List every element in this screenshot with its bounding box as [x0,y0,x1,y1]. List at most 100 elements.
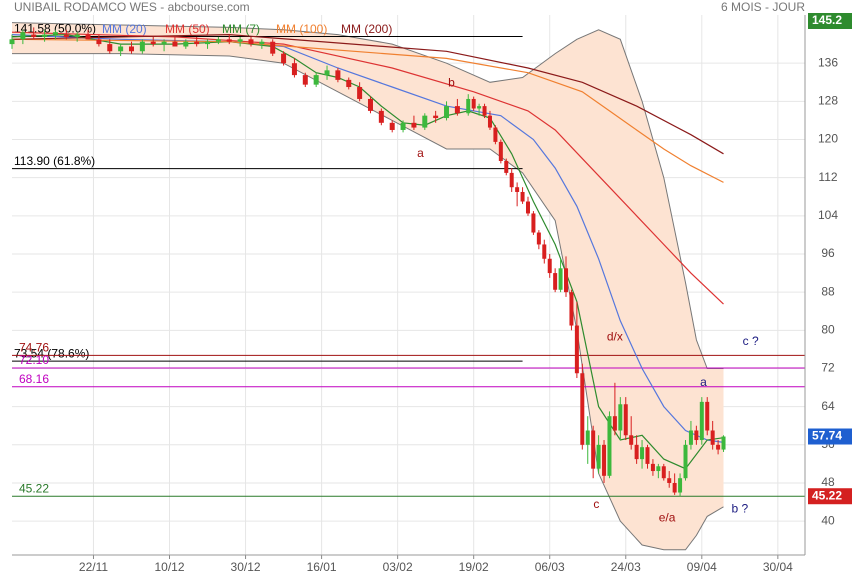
candle-body [553,273,558,290]
candle-body [42,34,48,37]
candle-body [509,172,514,188]
y-tick-label: 96 [821,246,835,260]
candle-body [378,110,384,123]
annotation: b ? [731,501,748,515]
candle-body [335,70,341,80]
level-label: 141.58 (50.0%) [14,22,96,36]
candle-body [357,87,363,99]
ma-line [11,33,724,155]
y-tick-label: 128 [818,94,838,108]
level-label: 72.10 [19,353,49,367]
level-label: 74.76 [19,340,49,354]
candle-body [602,444,607,476]
y-tick-label: 48 [821,475,835,489]
candle-body [596,444,601,469]
candle-body [74,34,80,37]
x-tick-label: 16/01 [307,560,337,574]
price-tag [808,488,852,505]
candle-body [205,41,211,45]
candle-body [520,191,525,202]
candle-body [433,115,439,119]
candle-body [52,32,58,35]
candle-body [215,39,221,42]
candle-body [661,466,666,479]
y-tick-label: 88 [821,284,835,298]
candle-body [585,430,590,445]
candle-body [667,478,672,483]
annotation: e/a [659,510,676,524]
y-tick-label: 120 [818,132,838,146]
candle-body [640,447,645,460]
y-tick-label: 136 [818,55,838,69]
x-tick-label: 24/03 [611,560,641,574]
candle-body [118,46,124,52]
annotation: a [417,146,424,160]
chart-title: UNIBAIL RODAMCO WES - abcbourse.com [14,0,250,14]
candle-body [498,141,503,161]
candle-body [237,39,243,42]
candle-body [558,268,563,290]
annotation: a [700,375,707,389]
candle-body [515,187,520,192]
candle-body [346,79,352,88]
x-tick-label: 30/04 [763,560,793,574]
level-label: 73.54 (78.6%) [14,346,89,360]
candle-body [650,463,655,472]
candle-body [482,106,487,116]
annotation: d/x [607,330,623,344]
candle-body [302,75,308,85]
legend-label: MM (100) [276,22,327,36]
candle-body [699,401,704,441]
annotation: c [593,497,599,511]
candle-body [564,268,569,293]
level-label: 68.16 [19,372,49,386]
x-tick-label: 03/02 [383,560,413,574]
y-tick-label: 64 [821,399,835,413]
candle-body [422,115,428,128]
legend-label: MM (7) [222,22,260,36]
candle-body [85,34,91,40]
candle-body [150,41,156,45]
candle-body [31,34,37,37]
y-tick-label: 104 [818,208,838,222]
candle-body [623,404,628,436]
candle-body [618,404,623,431]
candle-body [313,75,319,85]
candle-body [400,122,406,130]
candle-body [580,373,585,445]
candle-body [454,106,460,114]
candle-body [389,122,395,130]
x-tick-label: 09/04 [687,560,717,574]
annotation: c ? [743,334,759,348]
candle-body [574,325,579,374]
candle-body [525,201,530,214]
candle-body [591,430,596,469]
candle-body [504,160,509,173]
level-label: 113.90 (61.8%) [14,154,95,168]
candle-body [9,39,15,45]
y-tick-label: 40 [821,513,835,527]
x-tick-label: 10/12 [154,560,184,574]
y-tick-label: 112 [818,170,837,184]
candle-body [645,447,650,464]
candle-body [688,430,693,445]
candle-body [542,244,547,259]
candle-body [444,106,450,119]
candle-body [183,41,189,47]
candle-body [607,416,612,476]
band-area [12,22,724,550]
chart-subtitle: 6 MOIS - JOUR [721,0,805,14]
price-tag-label: 57.74 [812,429,842,443]
candle-body [536,232,541,245]
ma-line [11,31,724,305]
x-tick-label: 19/02 [459,560,489,574]
candle-body [531,213,536,233]
candle-body [281,53,287,64]
y-tick-label: 72 [821,361,835,375]
candle-body [411,122,417,128]
candle-body [471,98,476,109]
candle-body [128,46,134,52]
candle-body [656,466,661,472]
